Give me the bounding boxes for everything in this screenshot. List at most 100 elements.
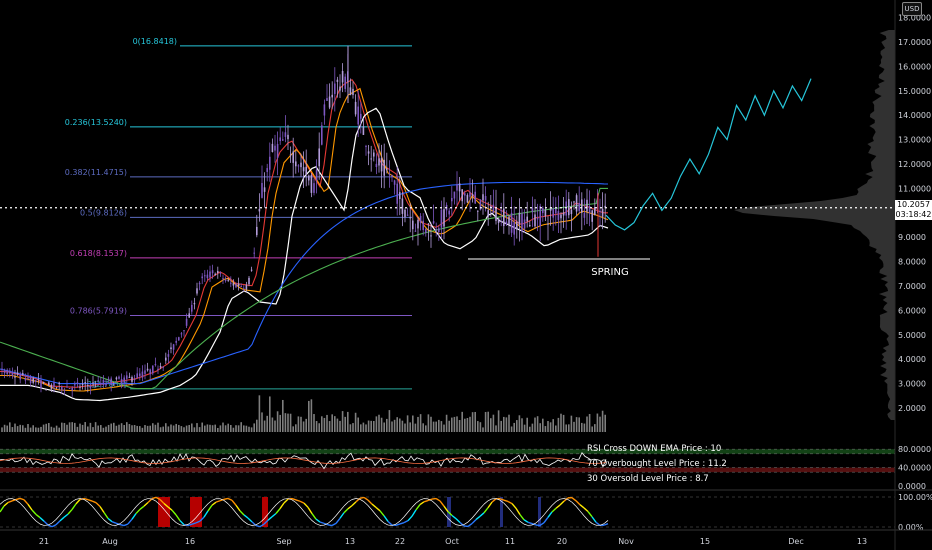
stoch-k-line (479, 512, 485, 517)
stoch-d-line (227, 503, 233, 509)
stoch-d-line (551, 501, 557, 506)
stoch-k-line (431, 497, 437, 500)
stoch-d-line (315, 523, 321, 526)
volume-bar (162, 426, 164, 432)
stoch-d-line (187, 521, 193, 525)
stoch-k-line (51, 524, 57, 528)
volume-bar (500, 420, 502, 432)
volume-bar (289, 413, 292, 432)
stoch-k-line (347, 505, 353, 510)
candle-body (282, 139, 284, 141)
candle-body (94, 386, 97, 388)
candle-body (152, 365, 154, 374)
volume-bar (214, 424, 216, 432)
stoch-d-line (131, 506, 137, 512)
stoch-d-line (235, 512, 241, 518)
stoch-k-line (215, 500, 221, 503)
stoch-k-line (319, 521, 325, 525)
stoch-d-line (243, 521, 249, 525)
candle-body (412, 220, 414, 230)
stoch-k-line (75, 499, 81, 505)
candle-body (456, 184, 458, 191)
stoch-d-line (267, 509, 273, 515)
stoch-d-line (347, 499, 353, 503)
candle-body (349, 87, 352, 96)
currency-badge[interactable]: USD (902, 2, 922, 16)
candle-body (432, 221, 435, 224)
stoch-d-line (135, 502, 141, 508)
volume-bar (518, 415, 521, 432)
candle-body (154, 364, 157, 366)
volume-bar (185, 425, 188, 432)
candle-body (354, 101, 357, 115)
time-axis-label: 16 (185, 537, 195, 546)
stoch-d-line (279, 498, 285, 502)
stoch-d-line (51, 519, 57, 524)
volume-bar (562, 414, 565, 432)
volume-bar (191, 423, 193, 432)
stoch-k-line (331, 522, 337, 527)
stoch-k-line (583, 507, 589, 513)
stoch-d-line (343, 501, 349, 507)
volume-bar (256, 419, 258, 432)
candle-body (549, 207, 552, 211)
candle-body (492, 204, 495, 214)
volume-bar (224, 425, 227, 432)
stoch-d-line (519, 520, 525, 525)
spring-label: SPRING (591, 267, 629, 278)
candle-body (180, 333, 183, 335)
volume-bar (209, 424, 211, 432)
stoch-k-line (119, 523, 125, 527)
volume-bar (235, 425, 237, 432)
volume-bar (253, 423, 255, 432)
volume-bar (513, 422, 515, 432)
volume-bar (222, 422, 224, 432)
stoch-signal-band (538, 497, 541, 527)
volume-bar (40, 426, 42, 432)
stoch-d-line (307, 516, 313, 521)
rsi-line (0, 451, 607, 470)
volume-bar (113, 422, 115, 432)
volume-bar (347, 411, 349, 432)
candle-body (175, 340, 177, 343)
price-axis-label: 16.0000 (898, 62, 931, 71)
candle-body (547, 223, 549, 225)
candle-body (237, 283, 240, 287)
candle-body (562, 212, 565, 216)
candle-body (297, 165, 300, 167)
stoch-k-line (539, 522, 545, 526)
volume-bar (263, 420, 266, 432)
stoch-d-line (31, 516, 37, 522)
candle-body (102, 379, 105, 386)
volume-bar (573, 421, 575, 432)
stoch-d-line (503, 503, 509, 508)
stoch-k-line (379, 510, 385, 517)
volume-bar (451, 417, 453, 432)
volume-bar (523, 424, 526, 432)
candle-body (45, 389, 47, 391)
stoch-d-line (303, 511, 309, 517)
stoch-d-line (275, 500, 281, 506)
stoch-axis-label: 0.00% (898, 523, 924, 532)
candle-body (61, 386, 63, 391)
volume-bar (417, 416, 419, 432)
volume-bar (154, 424, 157, 432)
volume-bar (146, 425, 149, 432)
volume-bar (29, 427, 32, 432)
stoch-k-line (219, 498, 225, 502)
candle-body (378, 158, 380, 166)
volume-bar (55, 425, 58, 432)
stoch-d-line (103, 519, 109, 524)
volume-bar (370, 420, 372, 432)
candle-body (484, 196, 487, 201)
volume-bar (305, 418, 307, 432)
candle-body (477, 210, 479, 212)
stoch-d-line (211, 498, 217, 501)
volume-bar (279, 414, 281, 432)
candle-body (409, 217, 411, 219)
volume-bar (42, 424, 45, 432)
candle-body (404, 209, 406, 217)
candle-body (87, 385, 89, 387)
stoch-k-line (203, 510, 209, 518)
